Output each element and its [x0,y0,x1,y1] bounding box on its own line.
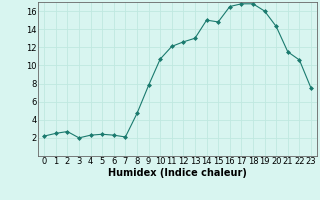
X-axis label: Humidex (Indice chaleur): Humidex (Indice chaleur) [108,168,247,178]
